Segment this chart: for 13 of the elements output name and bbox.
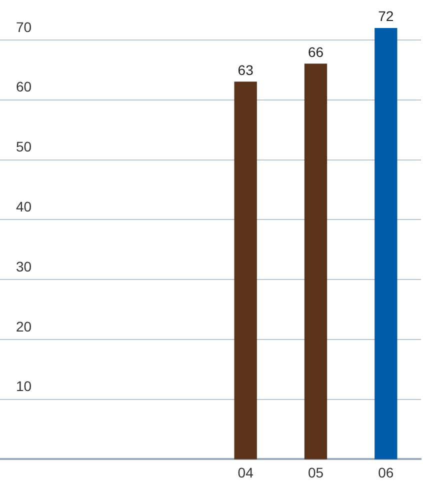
y-tick-label: 50 xyxy=(16,138,32,155)
y-tick-label: 70 xyxy=(16,18,32,35)
data-label: 72 xyxy=(378,8,394,24)
data-label: 63 xyxy=(238,62,254,78)
y-tick-label: 20 xyxy=(16,318,32,334)
x-tick-label: 05 xyxy=(308,464,324,480)
y-tick-label: 60 xyxy=(16,78,32,95)
x-tick-label: 06 xyxy=(378,464,394,480)
y-tick-label: 10 xyxy=(16,378,32,394)
data-label: 66 xyxy=(308,44,324,60)
y-tick-label: 40 xyxy=(16,198,32,215)
x-tick-label: 04 xyxy=(238,464,254,480)
y-tick-label: 30 xyxy=(16,258,32,274)
